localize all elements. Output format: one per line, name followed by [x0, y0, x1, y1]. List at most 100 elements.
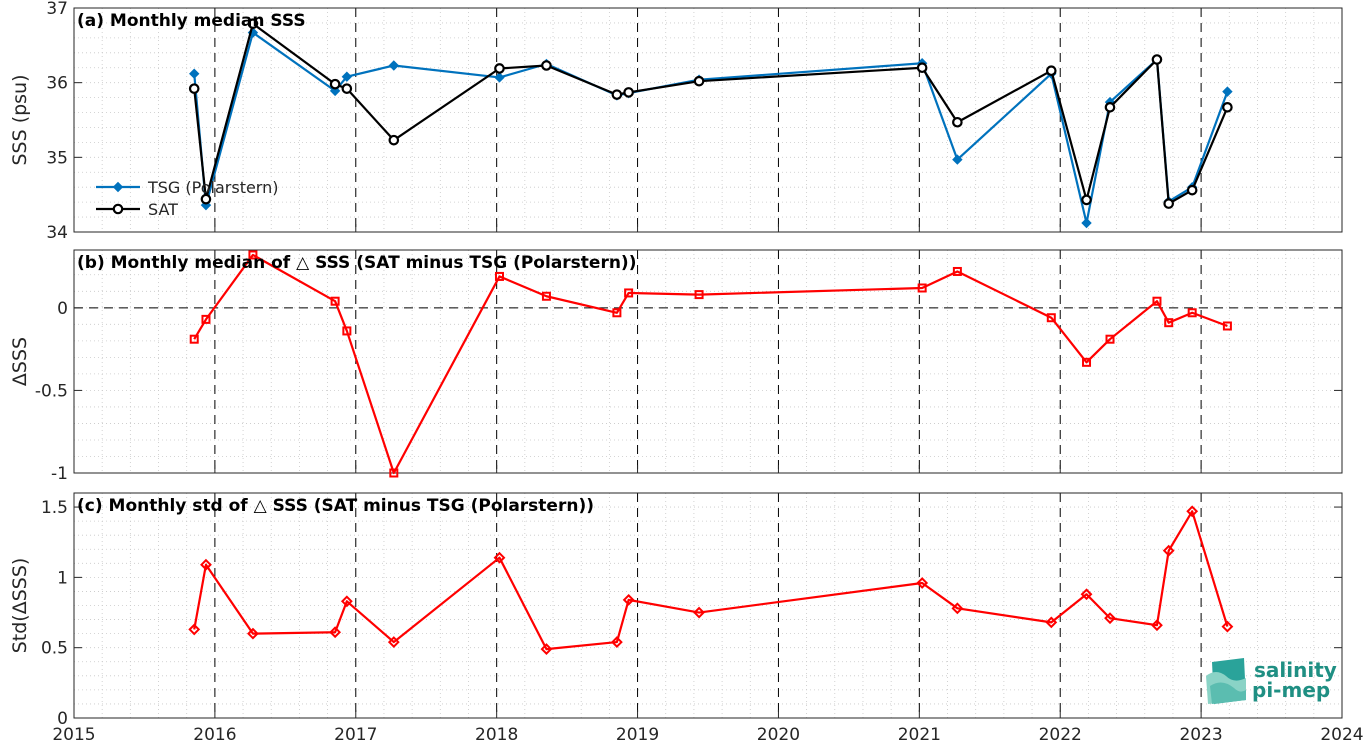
data-point [493, 551, 506, 564]
data-point [1105, 334, 1115, 344]
data-point [693, 75, 705, 87]
data-point [1082, 357, 1092, 367]
panel-a: 34 35 36 37 SSS (psu) (a) Monthly median SSS T… [9, 0, 1343, 243]
y-tick-label: 1 [57, 568, 68, 588]
data-point [541, 60, 552, 71]
x-tick-label: 2023 [1179, 725, 1222, 745]
data-point [329, 78, 341, 90]
data-point [694, 290, 704, 300]
data-point [1222, 86, 1233, 97]
x-tick-label: 2022 [1039, 725, 1082, 745]
data-point [494, 63, 505, 74]
data-point [1080, 588, 1093, 601]
data-point [1186, 505, 1199, 518]
data-point [188, 83, 200, 94]
data-point [388, 60, 400, 71]
logo-line2: pi-mep [1252, 678, 1330, 702]
data-point [540, 643, 553, 656]
data-point [1164, 318, 1174, 328]
logo-line1: salinity [1254, 658, 1337, 682]
y-axis-label: SSS (psu) [9, 74, 31, 165]
data-point [200, 193, 212, 205]
x-tick-label: 2016 [193, 725, 236, 745]
data-point [916, 577, 929, 589]
data-point [388, 134, 400, 146]
data-point [1104, 612, 1116, 625]
data-point [623, 87, 634, 98]
data-point [1221, 620, 1234, 633]
data-point [1152, 296, 1162, 306]
data-point [1045, 65, 1057, 77]
data-point [1151, 619, 1163, 632]
data-point [916, 62, 928, 74]
data-point [341, 83, 353, 94]
data-point [1222, 321, 1232, 331]
data-point [247, 627, 259, 640]
x-tick-label: 2021 [898, 725, 941, 745]
data-point [1045, 616, 1058, 629]
data-point [494, 271, 504, 281]
data-point [1187, 308, 1197, 318]
axes-box [73, 492, 1343, 719]
series-line [193, 22, 1229, 205]
x-tick-label: 2017 [334, 725, 377, 745]
data-point [622, 593, 635, 606]
data-point [201, 314, 211, 324]
data-point [624, 288, 634, 298]
data-point [330, 296, 340, 306]
data-point [541, 291, 551, 301]
data-point [1186, 184, 1198, 196]
legend: TSG (Polarstern) SAT [96, 178, 278, 219]
data-point [341, 71, 353, 82]
data-point [340, 595, 353, 608]
y-tick-label: -0.5 [35, 381, 68, 401]
panel-title: (c) Monthly std of △ SSS (SAT minus TSG … [77, 496, 594, 516]
data-point [951, 602, 964, 615]
data-point [693, 606, 705, 619]
series-sat [188, 18, 1233, 209]
axes-box [73, 7, 1343, 233]
data-point [1081, 194, 1092, 206]
y-tick-label: 37 [46, 0, 68, 19]
data-point [1081, 217, 1092, 229]
series-delta [189, 250, 1232, 478]
data-point [1104, 102, 1116, 113]
series-delta [188, 505, 1234, 656]
salinity-pi-mep-logo: salinity pi-mep [1206, 658, 1337, 704]
data-point [1222, 102, 1233, 113]
data-point [1162, 544, 1175, 557]
axes-box [73, 249, 1343, 474]
data-point [342, 326, 352, 336]
data-point [952, 154, 963, 165]
data-point [188, 623, 201, 636]
legend-marker [112, 203, 124, 215]
panel-c: 0 0.5 1 1.5 2015 2016 2017 2018 2019 2020 2021 2022… [9, 492, 1364, 745]
x-tick-label: 2018 [475, 725, 518, 745]
data-point [611, 89, 623, 100]
data-point [612, 308, 622, 318]
y-axis-label: ΔSSS [9, 337, 31, 386]
y-tick-label: 0.5 [41, 639, 68, 659]
panel-b: -1 -0.5 0 ΔSSS (b) Monthly median of △ SSS (… [9, 249, 1343, 484]
data-point [1046, 313, 1056, 323]
y-tick-label: 0 [57, 299, 68, 319]
data-point [952, 266, 962, 276]
grid [74, 7, 1342, 233]
data-point [917, 283, 927, 293]
data-point [329, 626, 342, 639]
data-point [248, 250, 258, 260]
x-tick-label: 2024 [1320, 725, 1363, 745]
grid [74, 492, 1342, 719]
data-point [1151, 54, 1163, 65]
panel-title: (b) Monthly median of △ SSS (SAT minus T… [77, 253, 636, 273]
legend-label: SAT [148, 200, 178, 219]
data-point [610, 636, 623, 648]
y-tick-label: -1 [51, 464, 68, 484]
y-tick-label: 34 [46, 223, 68, 243]
data-point [387, 636, 400, 648]
legend-marker [112, 181, 124, 193]
y-tick-label: 0 [57, 709, 68, 729]
data-point [1163, 198, 1175, 209]
y-tick-label: 35 [46, 148, 68, 168]
